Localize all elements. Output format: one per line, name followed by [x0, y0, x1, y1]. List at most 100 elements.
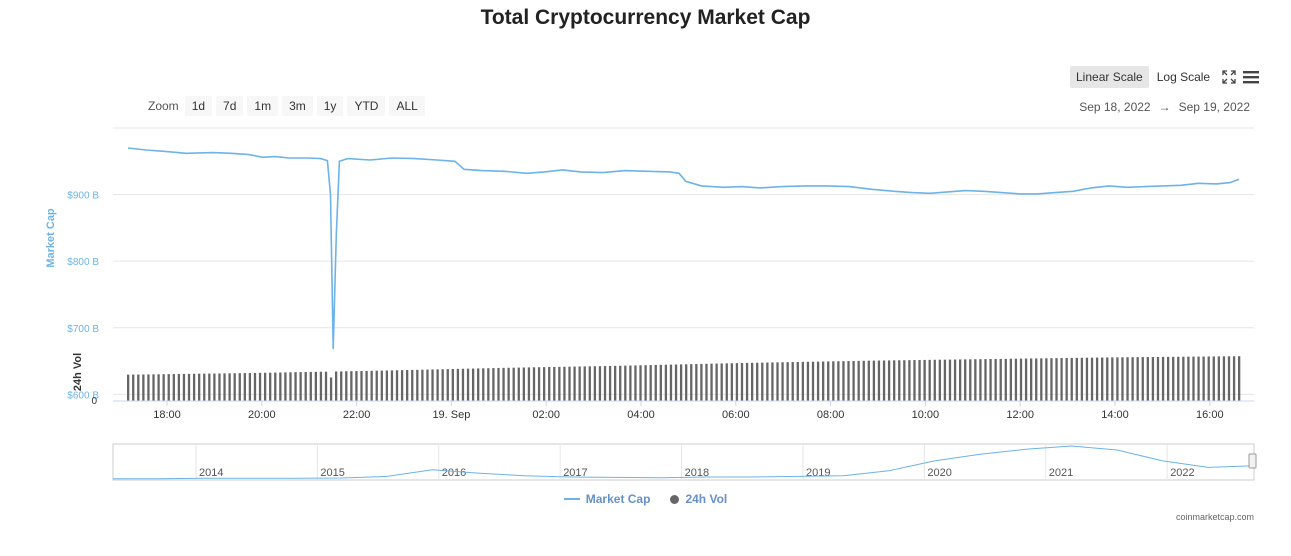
volume-bar [756, 362, 759, 401]
volume-bar [654, 364, 657, 401]
range-to[interactable]: Sep 19, 2022 [1178, 100, 1250, 114]
hamburger-menu-icon[interactable] [1240, 66, 1262, 88]
volume-bar [127, 374, 130, 401]
volume-bar [578, 366, 581, 401]
zoom-ytd-button[interactable]: YTD [347, 96, 386, 116]
volume-bar [416, 369, 419, 401]
x-tick-label: 16:00 [1196, 409, 1224, 421]
zoom-1m-button[interactable]: 1m [247, 96, 279, 116]
volume-bar [649, 365, 652, 401]
volume-bar [1232, 356, 1236, 401]
volume-bar [182, 373, 186, 401]
volume-bar [761, 362, 764, 401]
zoom-7d-button[interactable]: 7d [216, 96, 244, 116]
volume-bar [644, 365, 647, 401]
range-from[interactable]: Sep 18, 2022 [1079, 100, 1151, 114]
volume-bar [1222, 356, 1226, 401]
scale-controls: Linear Scale Log Scale [1070, 66, 1262, 88]
volume-bar [1161, 356, 1165, 401]
volume-bar [208, 373, 211, 401]
volume-bar [1004, 358, 1007, 401]
volume-bar [847, 361, 850, 401]
volume-bar [984, 359, 987, 401]
volume-bar [319, 371, 323, 401]
linear-scale-button[interactable]: Linear Scale [1070, 66, 1149, 88]
volume-bar [1085, 357, 1089, 401]
volume-bar [355, 371, 358, 401]
market-cap-chart[interactable]: $900 B $800 B $700 B $600 B Market Cap 24h … [0, 0, 1291, 490]
volume-bar [431, 369, 434, 401]
volume-bar [1202, 356, 1205, 401]
volume-bar [370, 370, 373, 401]
volume-bar [1055, 358, 1058, 401]
log-scale-button[interactable]: Log Scale [1156, 70, 1211, 84]
zoom-1d-button[interactable]: 1d [184, 96, 213, 116]
volume-bar [279, 372, 282, 401]
x-tick-label: 18:00 [153, 409, 181, 421]
volume-bar [542, 367, 546, 401]
x-tick-label: 04:00 [627, 409, 655, 421]
volume-bar [958, 359, 962, 401]
volume-bar [827, 361, 830, 401]
legend-market-cap-label: Market Cap [585, 492, 651, 506]
volume-bar [340, 371, 343, 401]
volume-bar [477, 368, 480, 401]
volume-bar [421, 369, 424, 401]
volume-bar [1182, 356, 1185, 401]
volume-bar [167, 374, 170, 401]
zoom-3m-button[interactable]: 3m [282, 96, 313, 116]
volume-bar [715, 363, 718, 401]
legend-volume-label: 24h Vol [685, 492, 728, 506]
zoom-1y-button[interactable]: 1y [316, 96, 344, 116]
volume-bar [487, 368, 490, 401]
legend-volume[interactable]: 24h Vol [670, 492, 727, 506]
volume-bar [669, 364, 673, 401]
grid-lines [113, 127, 1254, 395]
navigator-handle[interactable] [1248, 453, 1257, 469]
volume-bar [918, 359, 921, 401]
x-tick-label: 19. Sep [432, 409, 470, 421]
volume-bar [299, 372, 302, 401]
volume-bar [223, 373, 226, 401]
volume-bar [1116, 357, 1119, 401]
volume-bar [908, 360, 911, 401]
volume-bar [177, 373, 181, 401]
volume-bar [1095, 357, 1099, 401]
volume-bar [284, 372, 287, 401]
navigator[interactable]: 2014 2015 2016 2017 2018 2019 2020 2021 2022 [112, 443, 1257, 481]
navigator-tick-label: 2015 [320, 467, 344, 479]
volume-bar [517, 367, 520, 401]
y-axis-ticks: $900 B $800 B $700 B $600 B [67, 191, 99, 402]
volume-bar [1065, 357, 1068, 401]
x-tick-label: 12:00 [1006, 409, 1034, 421]
volume-bar [614, 365, 617, 401]
volume-bar [309, 371, 312, 401]
legend: Market Cap 24h Vol [0, 492, 1291, 506]
volume-bar [674, 364, 678, 401]
volume-axis-zero: 0 [91, 396, 97, 407]
navigator-tick-label: 2022 [1170, 467, 1194, 479]
volume-bar [406, 370, 409, 401]
y-tick-label: $800 B [67, 257, 99, 268]
volume-bar [147, 374, 150, 401]
legend-market-cap[interactable]: Market Cap [563, 492, 651, 506]
volume-bar [198, 373, 201, 401]
volume-bar [893, 360, 896, 401]
zoom-all-button[interactable]: ALL [389, 96, 425, 116]
volume-bar [213, 373, 216, 401]
volume-bar [274, 372, 277, 401]
volume-bar [624, 365, 627, 401]
volume-bar [1192, 356, 1195, 401]
volume-bar [1238, 356, 1241, 401]
chart-title: Total Cryptocurrency Market Cap [480, 6, 811, 29]
volume-bar [852, 360, 855, 401]
volume-bar [664, 364, 668, 401]
volume-bar [563, 366, 566, 401]
fullscreen-icon[interactable] [1218, 66, 1240, 88]
volume-bar [969, 359, 972, 401]
volume-axis-label: 24h Vol [72, 353, 84, 391]
volume-bar [152, 374, 155, 401]
volume-bar [1040, 358, 1043, 401]
volume-bar [634, 365, 637, 401]
volume-bar [1080, 357, 1084, 401]
